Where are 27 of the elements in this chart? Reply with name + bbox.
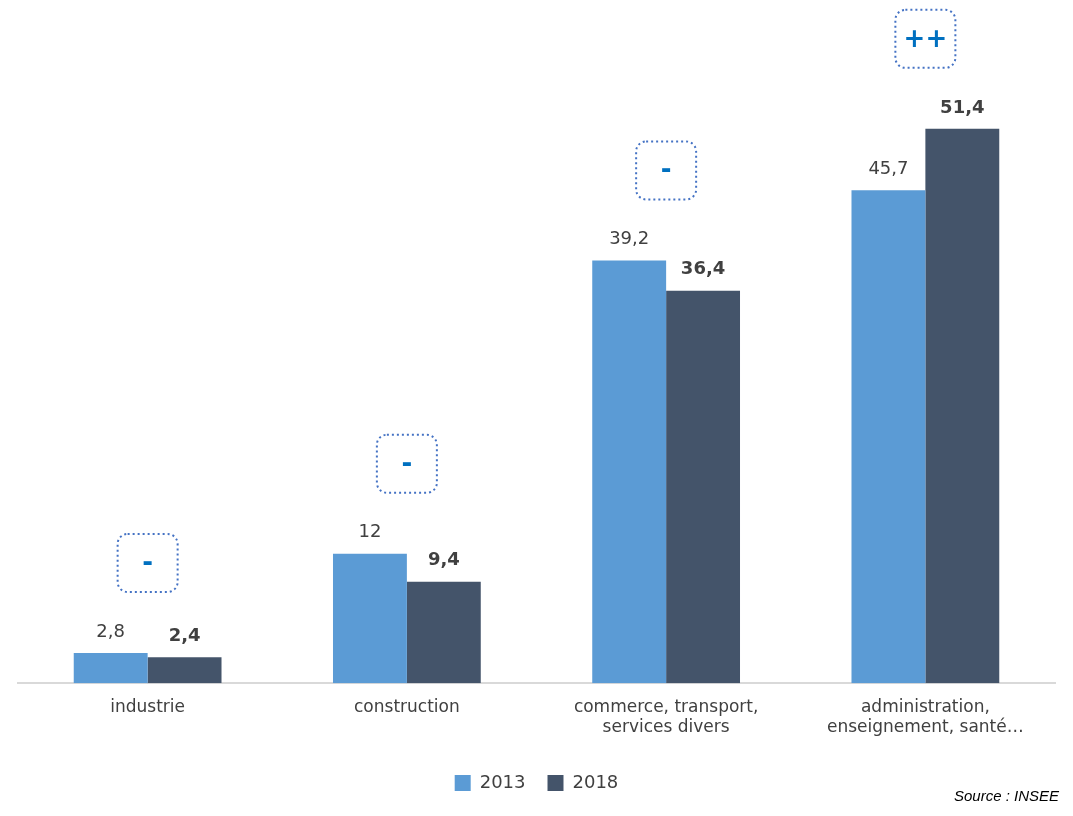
legend-label: 2018 — [572, 770, 619, 792]
data-label: 45,7 — [868, 157, 909, 179]
bar — [332, 553, 407, 684]
data-label: 51,4 — [940, 95, 985, 117]
bar — [851, 190, 926, 684]
x-tick-label: industrie — [110, 695, 186, 716]
x-tick-label: construction — [354, 695, 460, 716]
bar — [592, 260, 667, 684]
bar — [73, 653, 148, 684]
annotation: - — [401, 447, 413, 478]
data-label: 12 — [358, 520, 382, 542]
annotation: - — [660, 154, 672, 185]
bar — [666, 290, 741, 684]
x-tick-label: administration, enseignement, santé… — [827, 695, 1024, 737]
data-label: 2,8 — [96, 619, 125, 641]
bar — [925, 128, 1000, 684]
x-tick-label: commerce, transport, services divers — [573, 695, 759, 737]
source-note: Source : INSEE — [953, 786, 1060, 804]
bar — [147, 657, 222, 684]
data-label: 9,4 — [427, 548, 460, 570]
bar — [406, 581, 481, 684]
legend-label: 2013 — [479, 770, 526, 792]
data-label: 36,4 — [680, 257, 726, 279]
data-label: 2,4 — [168, 623, 201, 645]
annotation: - — [142, 546, 154, 577]
data-label: 39,2 — [609, 227, 650, 249]
text: ++ — [903, 22, 948, 53]
